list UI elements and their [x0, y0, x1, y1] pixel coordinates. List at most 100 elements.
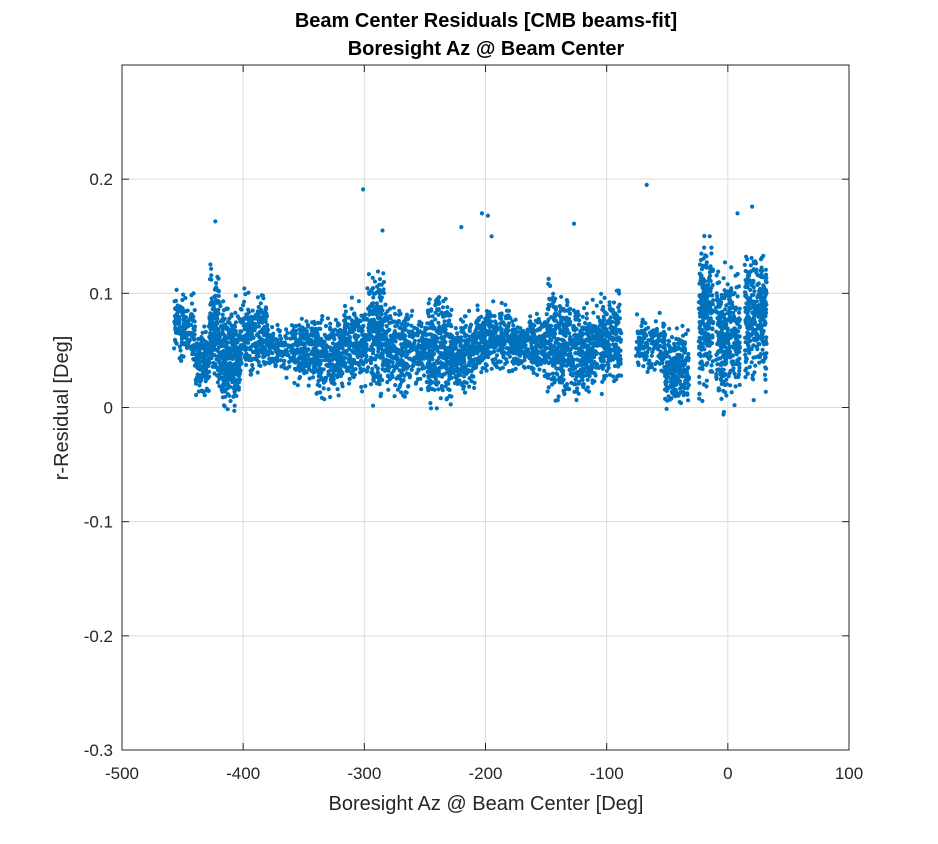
data-point: [609, 308, 614, 313]
data-point: [528, 324, 533, 329]
data-point: [570, 373, 575, 378]
data-point: [460, 353, 465, 358]
data-point: [699, 359, 704, 364]
data-point: [565, 386, 570, 391]
data-point: [224, 374, 229, 379]
data-point: [236, 380, 241, 385]
data-point: [183, 315, 189, 320]
data-point: [243, 345, 249, 350]
data-point: [430, 314, 435, 319]
data-point: [489, 341, 494, 346]
data-point: [299, 334, 304, 339]
data-point: [216, 307, 221, 312]
data-point: [547, 333, 552, 338]
data-point: [380, 326, 385, 331]
data-point: [672, 341, 677, 346]
data-point: [446, 370, 451, 375]
data-point: [600, 307, 605, 312]
data-point: [559, 374, 564, 379]
data-point: [299, 368, 304, 373]
data-point: [401, 393, 406, 398]
data-point: [393, 383, 398, 388]
data-point: [315, 320, 321, 325]
data-point: [584, 387, 589, 392]
data-point: [255, 346, 260, 352]
data-point: [230, 326, 235, 332]
data-point: [235, 360, 240, 365]
data-point: [597, 339, 602, 344]
data-point: [616, 335, 622, 340]
data-point: [397, 308, 402, 314]
data-point: [438, 360, 443, 365]
data-point: [613, 353, 618, 358]
data-point: [486, 319, 491, 324]
data-point: [314, 391, 319, 396]
data-point: [460, 365, 465, 370]
data-point: [403, 342, 409, 347]
data-point: [363, 312, 368, 317]
data-point: [638, 345, 644, 350]
data-point: [575, 363, 580, 368]
data-point: [351, 375, 356, 380]
data-point: [241, 316, 247, 321]
data-point: [641, 364, 646, 369]
data-point: [666, 386, 671, 391]
data-point: [347, 360, 352, 365]
data-point: [553, 323, 558, 328]
data-point: [317, 383, 322, 388]
data-point: [552, 380, 557, 385]
data-point: [377, 277, 383, 282]
data-point: [576, 322, 582, 327]
data-point: [421, 350, 426, 355]
data-point: [467, 327, 472, 332]
data-point: [216, 289, 221, 294]
data-point: [216, 293, 221, 299]
data-point: [301, 364, 306, 369]
data-point: [579, 344, 585, 349]
data-point: [318, 367, 323, 372]
data-point: [489, 366, 494, 371]
data-point: [232, 403, 237, 408]
data-point: [445, 354, 450, 359]
data-point: [386, 387, 391, 392]
data-point: [366, 365, 371, 370]
data-point: [516, 351, 521, 356]
data-point: [218, 332, 223, 337]
data-point: [307, 376, 312, 381]
data-point: [552, 344, 557, 349]
data-point: [319, 317, 324, 322]
data-point: [189, 301, 195, 306]
data-point: [404, 361, 409, 367]
data-point: [213, 293, 218, 298]
data-point: [710, 333, 715, 338]
data-point: [253, 341, 258, 346]
data-point: [450, 334, 455, 339]
data-point: [212, 331, 217, 337]
data-point: [601, 314, 606, 319]
data-point: [479, 370, 484, 375]
data-point: [469, 379, 474, 384]
data-point: [685, 366, 691, 371]
data-point: [390, 360, 395, 365]
data-point: [476, 318, 481, 323]
data-point: [367, 291, 372, 296]
data-point: [568, 306, 573, 311]
data-point: [584, 316, 589, 321]
data-point: [209, 273, 214, 278]
data-point: [299, 346, 304, 351]
data-point: [660, 340, 666, 345]
data-point: [477, 344, 482, 350]
data-point: [331, 365, 336, 370]
data-point: [400, 333, 405, 338]
data-point: [675, 352, 680, 357]
data-point: [364, 342, 369, 347]
data-point: [550, 371, 555, 376]
data-point: [544, 323, 549, 328]
data-point: [439, 383, 444, 389]
data-point: [343, 309, 348, 314]
data-point: [385, 380, 390, 385]
data-point: [545, 352, 551, 357]
data-point: [440, 312, 445, 317]
data-point: [212, 371, 217, 376]
data-point: [557, 380, 562, 385]
